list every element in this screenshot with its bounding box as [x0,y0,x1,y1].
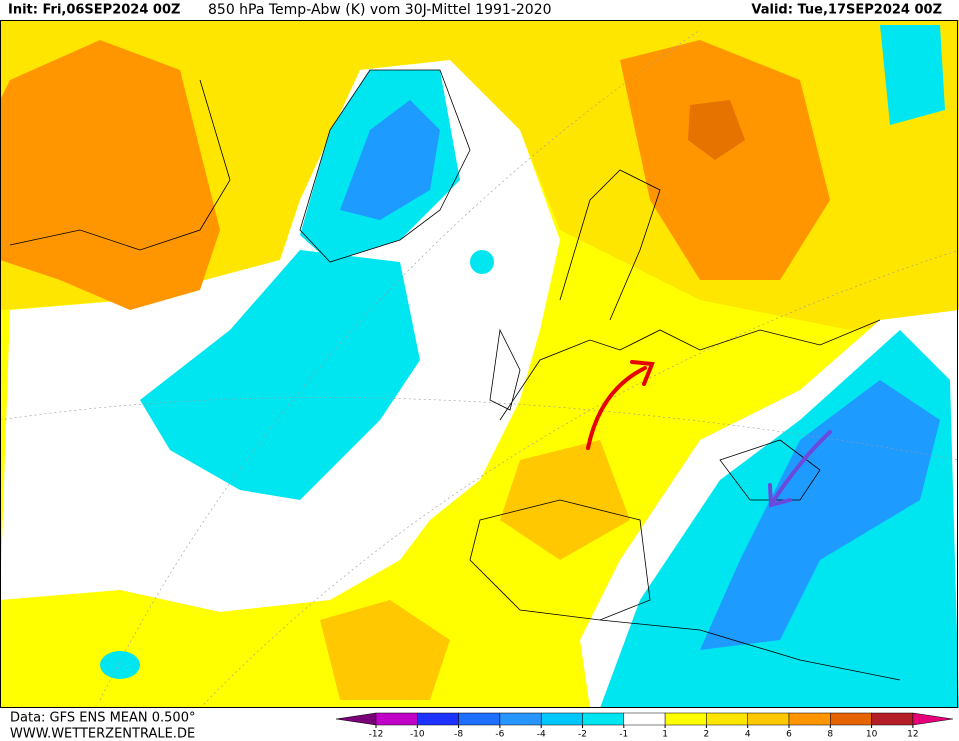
legend-swatch [788,712,831,726]
legend-label: 2 [704,730,710,740]
cool-area [100,651,140,679]
legend-label: -8 [454,730,463,740]
map-title: 850 hPa Temp-Abw (K) vom 30J-Mittel 1991… [208,2,552,18]
legend-label: 1 [662,730,668,740]
data-source: Data: GFS ENS MEAN 0.500° [10,711,195,726]
coastline [9,69,901,681]
cold-flow-arrow [770,430,832,505]
hot-area [688,100,745,160]
legend-swatch [623,712,666,726]
site-name: WWW.WETTERZENTRALE.DE [10,727,195,741]
legend-swatch [499,712,542,726]
warm-flow-arrow [586,366,647,450]
legend-arrow-right [912,712,953,726]
legend-label: 12 [907,730,918,740]
legend-swatch [540,712,583,726]
legend-label: 10 [866,730,878,740]
legend-swatch [375,712,418,726]
legend-swatch [706,712,748,726]
cool-area [470,250,494,274]
legend-label: -10 [410,730,425,740]
legend-arrow-left [335,712,377,726]
valid-time: Valid: Tue,17SEP2024 00Z [751,3,942,18]
legend-label: 4 [745,730,751,740]
graticule [0,29,959,709]
legend-swatch [458,712,501,726]
cold-flow-arrow-head [768,483,792,508]
warm-flow-arrow-head [630,360,655,386]
map [0,20,959,709]
legend-swatch [871,712,914,726]
legend-label: -4 [537,730,546,740]
cool-area [880,25,945,125]
legend-label: 8 [827,730,833,740]
legend-label: -6 [495,730,504,740]
map-frame [0,20,958,708]
legend-label: -12 [369,730,384,740]
color-legend: -12 -10 -8 -6 -4 -2 -1 1 2 4 6 8 10 12 [335,712,953,740]
legend-swatch [417,712,459,726]
legend-swatch [582,712,625,726]
cold-area [340,100,440,220]
legend-swatch [664,712,707,726]
warm-area [0,40,220,310]
legend-swatch [747,712,790,726]
legend-label: -2 [578,730,587,740]
legend-swatch [830,712,872,726]
legend-label: -1 [619,730,628,740]
cool-area [140,250,420,500]
warm-area [620,40,830,280]
cold-area [700,380,940,650]
init-time: Init: Fri,06SEP2024 00Z [8,3,180,18]
legend-label: 6 [786,730,792,740]
warm-area [500,440,630,560]
warm-area [320,600,450,700]
